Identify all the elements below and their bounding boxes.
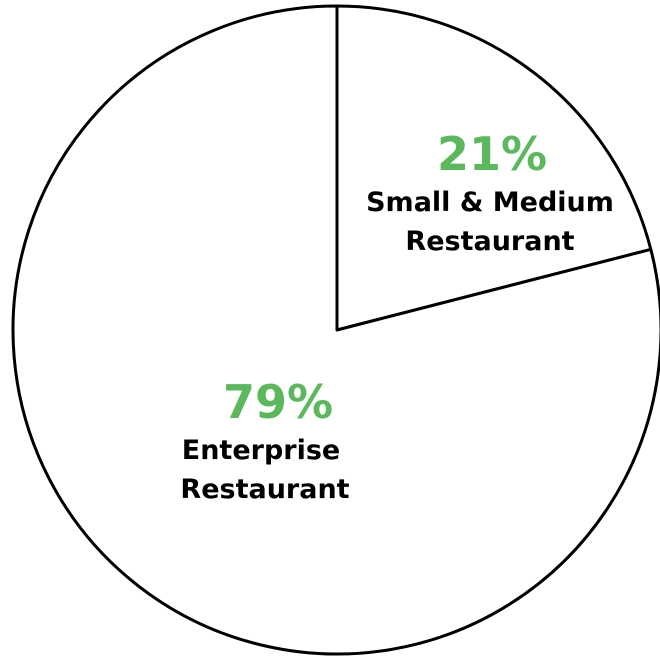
slice-small-medium-percent: 21% [437, 127, 547, 181]
pie-slices [13, 6, 660, 654]
slice-enterprise-label-line-2: Restaurant [180, 474, 349, 505]
slice-enterprise-label-line-1: Enterprise [182, 435, 340, 466]
slice-small-medium-label-line-2: Restaurant [405, 226, 574, 257]
slice-small-medium-label-line-1: Small & Medium [366, 187, 614, 218]
slice-enterprise-percent: 79% [223, 375, 333, 429]
